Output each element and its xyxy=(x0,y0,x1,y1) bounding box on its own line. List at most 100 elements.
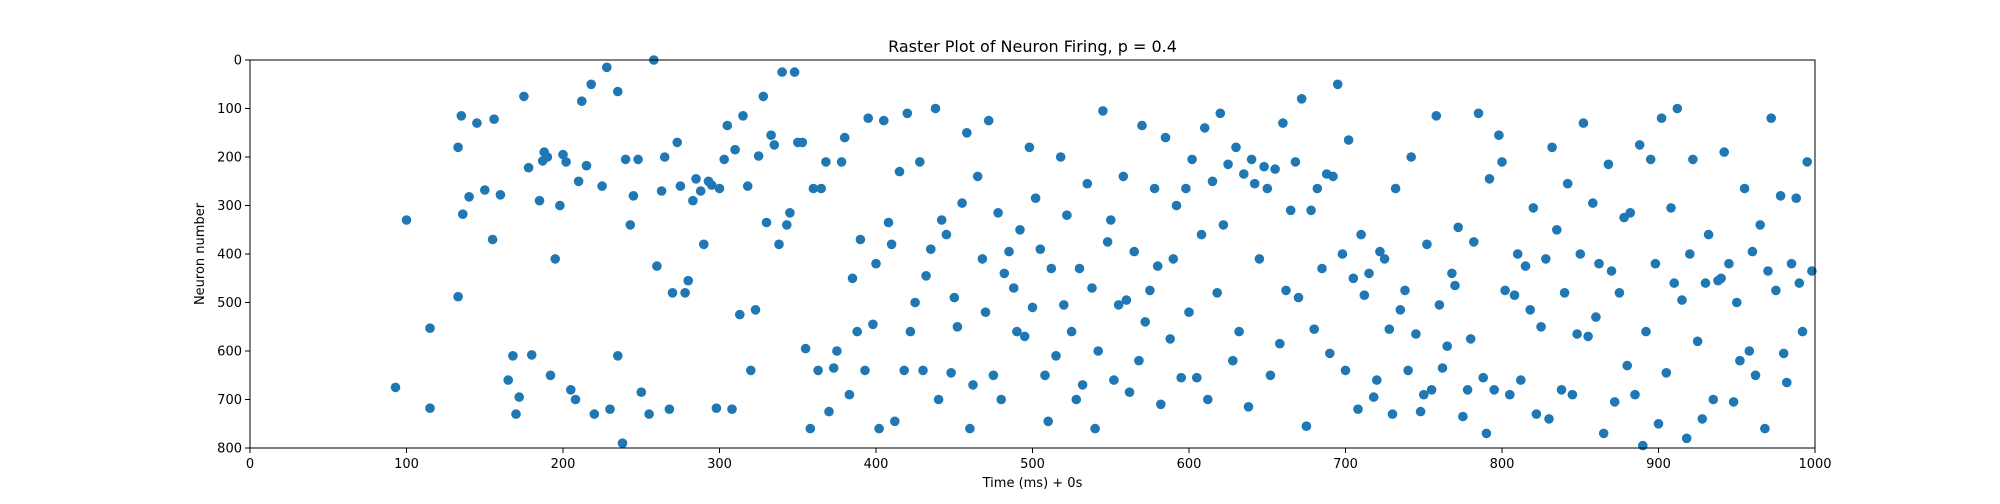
spike-point xyxy=(1087,283,1097,293)
spike-point xyxy=(581,160,592,171)
spike-point xyxy=(617,438,628,449)
spike-point xyxy=(753,151,764,161)
spike-point xyxy=(1465,334,1476,344)
spike-point xyxy=(860,365,870,376)
spike-point xyxy=(659,152,670,162)
spike-point xyxy=(613,86,623,97)
spike-point xyxy=(926,244,936,254)
spike-point xyxy=(1077,380,1088,390)
spike-point xyxy=(1176,372,1186,383)
spike-point xyxy=(526,350,537,360)
spike-point xyxy=(1046,263,1057,274)
spike-point xyxy=(1137,120,1147,131)
spike-point xyxy=(1212,288,1222,298)
spike-point xyxy=(1672,103,1683,114)
spike-point xyxy=(852,326,862,337)
spike-point xyxy=(1622,360,1632,371)
spike-point xyxy=(1145,285,1155,296)
spike-point xyxy=(1196,229,1207,240)
spike-point xyxy=(886,239,897,250)
spike-point xyxy=(1035,244,1046,254)
spike-point xyxy=(722,120,733,131)
spike-point xyxy=(980,307,991,318)
spike-point xyxy=(1309,324,1319,335)
spike-point xyxy=(1059,300,1069,310)
spike-point xyxy=(824,406,834,417)
spike-point xyxy=(988,370,999,381)
spike-point xyxy=(672,137,682,148)
spike-point xyxy=(1090,423,1100,434)
y-tick-label: 100 xyxy=(217,102,242,117)
spike-point xyxy=(1544,414,1554,424)
spike-point xyxy=(480,185,490,195)
spike-point xyxy=(1594,258,1604,269)
spike-point xyxy=(777,67,787,77)
spike-point xyxy=(902,108,913,119)
x-axis-ticks: 0 100 200 300 400 500 600 700 800 900 1000 xyxy=(246,448,1832,472)
spike-point xyxy=(401,215,412,225)
spike-point xyxy=(1384,324,1395,335)
spike-point xyxy=(644,409,654,419)
spike-point xyxy=(1340,365,1351,376)
spike-point xyxy=(1228,355,1238,366)
spike-point xyxy=(1578,118,1589,128)
spike-point xyxy=(508,351,518,361)
spike-point xyxy=(952,322,963,332)
spike-point xyxy=(425,403,435,414)
spike-point xyxy=(1536,322,1546,332)
spike-point xyxy=(1497,157,1507,167)
spike-point xyxy=(1481,428,1492,439)
spike-point xyxy=(746,365,756,376)
spike-point xyxy=(727,404,737,415)
spike-point xyxy=(941,229,952,240)
spike-point xyxy=(1786,258,1797,269)
spike-point xyxy=(879,115,889,126)
spike-point xyxy=(1575,249,1586,259)
spike-point xyxy=(589,409,600,419)
spike-point xyxy=(487,234,498,245)
spike-point xyxy=(1685,249,1695,259)
spike-point xyxy=(1008,283,1019,293)
spike-point xyxy=(1325,348,1335,359)
spike-point xyxy=(1129,246,1139,257)
spike-point xyxy=(1453,222,1463,233)
spike-point xyxy=(1118,171,1129,182)
spike-point xyxy=(1262,183,1273,194)
spike-point xyxy=(1650,258,1661,269)
spike-point xyxy=(558,149,568,160)
spike-point xyxy=(664,404,675,415)
spike-point xyxy=(1328,171,1338,182)
spike-point xyxy=(1531,409,1542,419)
spike-point xyxy=(1606,266,1617,276)
spike-point xyxy=(921,271,931,281)
spike-point xyxy=(1520,261,1531,271)
spike-point xyxy=(1395,305,1406,315)
spike-point xyxy=(1124,387,1135,398)
spike-point xyxy=(774,239,784,250)
spike-point xyxy=(1181,183,1191,194)
spike-point xyxy=(1739,183,1750,194)
spike-point xyxy=(1760,423,1770,434)
spike-point xyxy=(766,130,776,140)
x-tick-label: 1000 xyxy=(1798,457,1831,472)
spike-point xyxy=(1603,159,1614,170)
spike-point xyxy=(1019,331,1030,342)
spike-point xyxy=(883,217,894,228)
y-axis-ticks: 0 100 200 300 400 500 600 700 800 xyxy=(217,54,250,457)
spike-point xyxy=(719,154,729,165)
spike-point xyxy=(782,220,792,230)
spike-point xyxy=(996,394,1006,405)
spike-point xyxy=(1364,268,1374,279)
spike-point xyxy=(1791,193,1801,203)
spike-point xyxy=(977,254,988,264)
spike-point xyxy=(1724,258,1734,269)
spike-point xyxy=(1406,152,1416,162)
spike-point xyxy=(1802,157,1812,167)
spike-point xyxy=(503,375,513,385)
spike-point xyxy=(1234,326,1244,337)
spike-point xyxy=(761,217,772,228)
spike-point xyxy=(1051,351,1061,361)
spike-point xyxy=(1750,370,1761,381)
spike-point xyxy=(652,261,662,271)
spike-point xyxy=(1478,372,1488,383)
